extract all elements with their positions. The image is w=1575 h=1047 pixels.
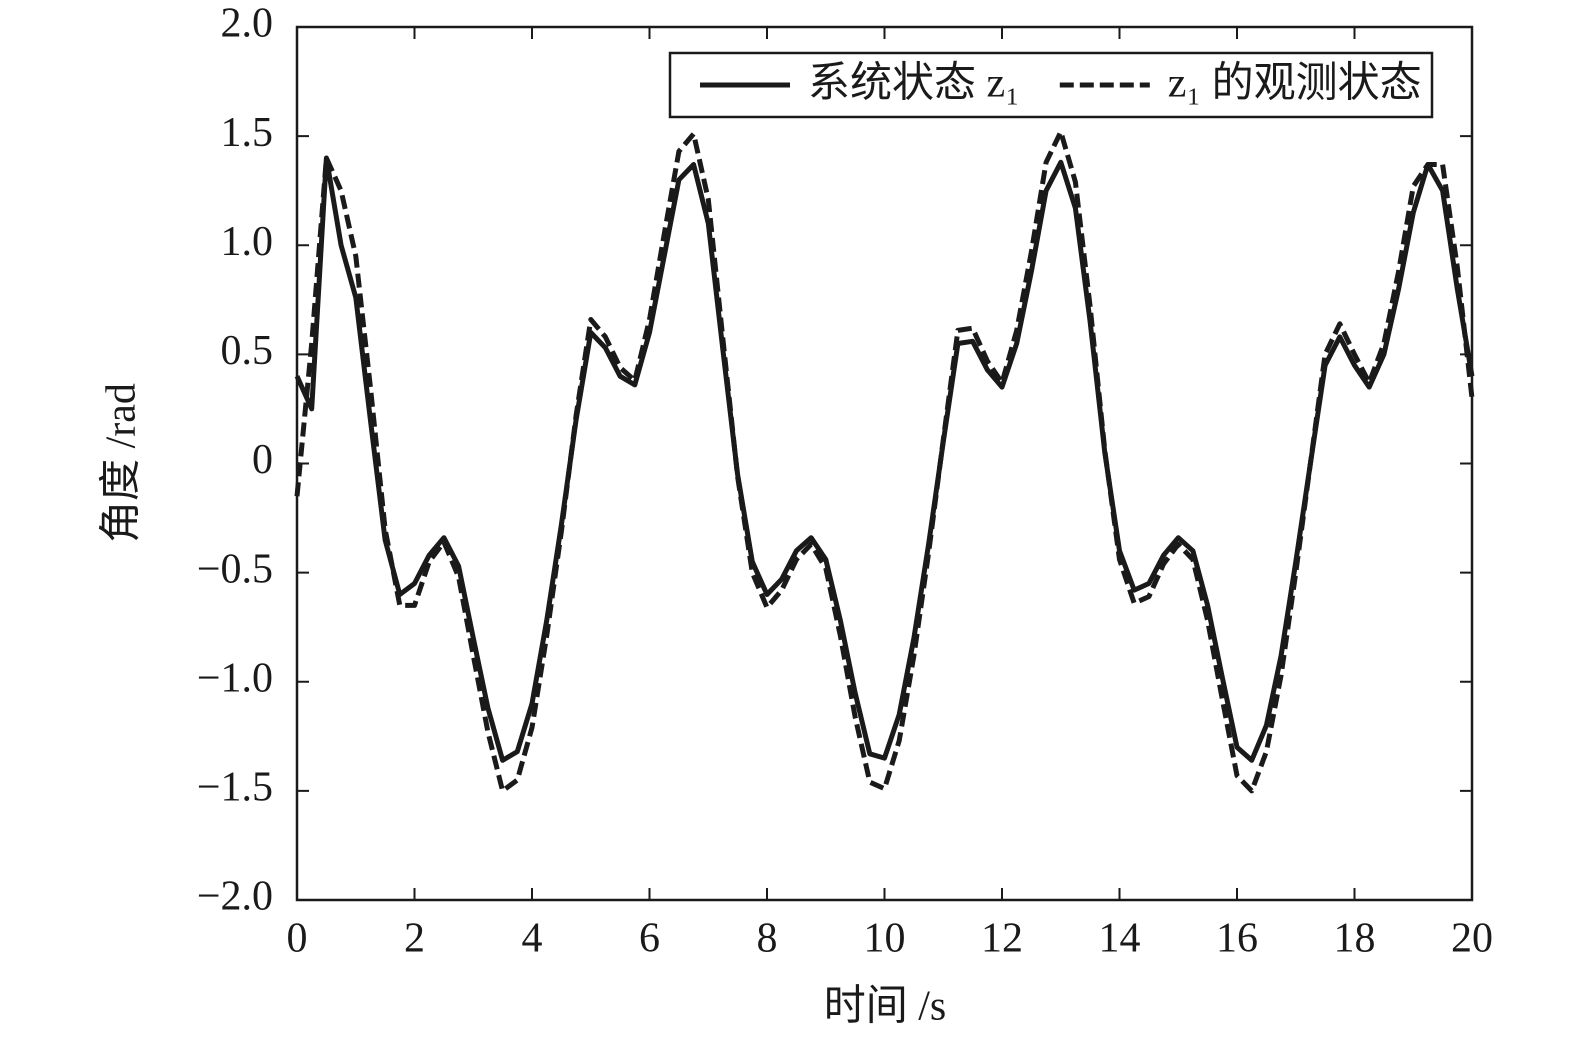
y-tick-label: 1.5	[221, 110, 274, 156]
x-tick-label: 14	[1099, 916, 1141, 962]
y-tick-label: 0	[252, 437, 273, 483]
x-tick-label: 18	[1334, 916, 1376, 962]
y-tick-label: −2.0	[197, 874, 273, 920]
x-tick-label: 8	[757, 916, 778, 962]
y-tick-label: −0.5	[197, 546, 273, 592]
x-tick-label: 10	[864, 916, 906, 962]
legend-label: 系统状态 z₁	[808, 61, 1020, 107]
x-tick-label: 4	[522, 916, 543, 962]
y-axis-label: 角度 /rad	[99, 383, 145, 543]
y-tick-label: 1.0	[221, 219, 274, 265]
x-tick-label: 2	[404, 916, 425, 962]
legend-box	[668, 51, 1434, 119]
legend-label: z₁ 的观测状态	[1168, 61, 1422, 107]
y-tick-label: −1.5	[197, 765, 273, 811]
y-tick-label: 2.0	[221, 1, 274, 47]
x-tick-label: 20	[1451, 916, 1493, 962]
x-tick-label: 0	[287, 916, 308, 962]
series-line	[294, 155, 1475, 763]
x-tick-label: 12	[981, 916, 1023, 962]
x-axis-label: 时间 /s	[824, 984, 947, 1030]
x-tick-label: 16	[1216, 916, 1258, 962]
plot-frame	[295, 25, 1474, 902]
y-tick-label: 0.5	[221, 328, 274, 374]
y-tick-label: −1.0	[197, 655, 273, 701]
series-line	[294, 129, 1475, 794]
x-tick-label: 6	[639, 916, 660, 962]
